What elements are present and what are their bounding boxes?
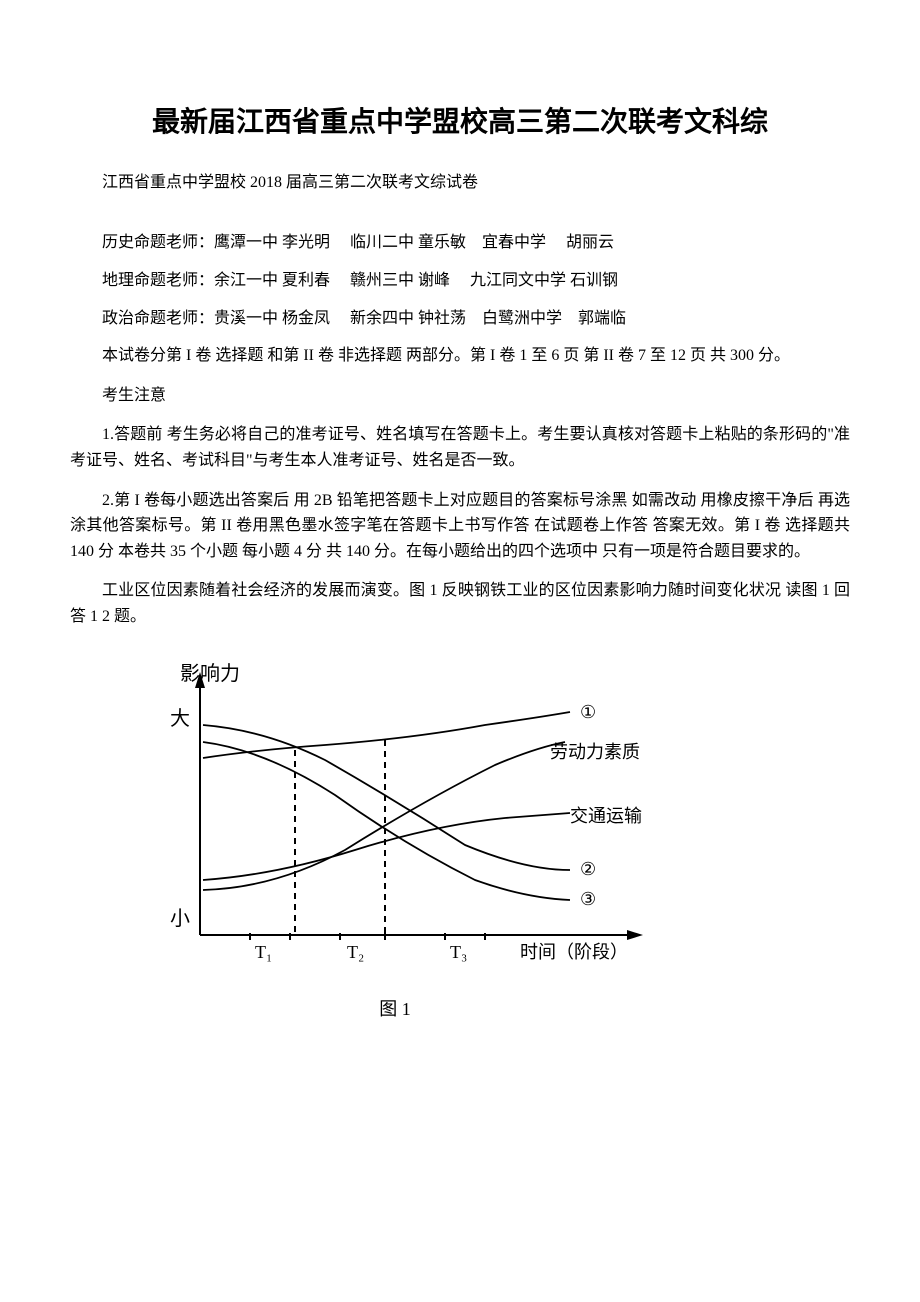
y-axis-top: 大 <box>170 707 190 730</box>
label-transport: 交通运输 <box>570 806 642 826</box>
y-axis-label: 影响力 <box>180 662 240 685</box>
label-circle-2: ② <box>580 859 596 879</box>
label-labor: 劳动力素质 <box>550 742 640 762</box>
x-tick-label-1: T₁ <box>255 942 272 962</box>
x-tick-label-3: T₃ <box>450 942 467 962</box>
exam-structure: 本试卷分第 I 卷 选择题 和第 II 卷 非选择题 两部分。第 I 卷 1 至… <box>70 343 850 369</box>
curve-circle-2 <box>203 725 570 870</box>
instruction-2: 2.第 I 卷每小题选出答案后 用 2B 铅笔把答题卡上对应题目的答案标号涂黑 … <box>70 488 850 565</box>
chart-caption: 图 1 <box>125 995 665 1024</box>
label-circle-3: ③ <box>580 889 596 909</box>
chart-svg: 影响力 大 小 T₁ T₂ T₃ 时间（阶段） ① 劳动力素质 交通运输 ② ③ <box>125 650 665 980</box>
page-title: 最新届江西省重点中学盟校高三第二次联考文科综 <box>70 100 850 145</box>
chart-figure-1: 影响力 大 小 T₁ T₂ T₃ 时间（阶段） ① 劳动力素质 交通运输 ② ③ <box>125 650 665 1024</box>
instruction-1: 1.答题前 考生务必将自己的准考证号、姓名填写在答题卡上。考生要认真核对答题卡上… <box>70 422 850 473</box>
teacher-geography: 地理命题老师：余江一中 夏利春 赣州三中 谢峰 九江同文中学 石训钢 <box>70 268 850 294</box>
x-axis-arrow <box>627 930 643 940</box>
question-intro: 工业区位因素随着社会经济的发展而演变。图 1 反映钢铁工业的区位因素影响力随时间… <box>70 578 850 629</box>
x-axis-label: 时间（阶段） <box>520 942 628 962</box>
teacher-history: 历史命题老师：鹰潭一中 李光明 临川二中 童乐敏 宜春中学 胡丽云 <box>70 230 850 256</box>
subtitle: 江西省重点中学盟校 2018 届高三第二次联考文综试卷 <box>70 170 850 196</box>
curve-circle-3 <box>203 742 570 900</box>
teacher-politics: 政治命题老师：贵溪一中 杨金凤 新余四中 钟社荡 白鹭洲中学 郭端临 <box>70 306 850 332</box>
notice-title: 考生注意 <box>70 383 850 409</box>
label-circle-1: ① <box>580 702 596 722</box>
curve-transport <box>203 813 570 880</box>
x-tick-label-2: T₂ <box>347 942 364 962</box>
y-axis-bottom: 小 <box>170 907 190 930</box>
